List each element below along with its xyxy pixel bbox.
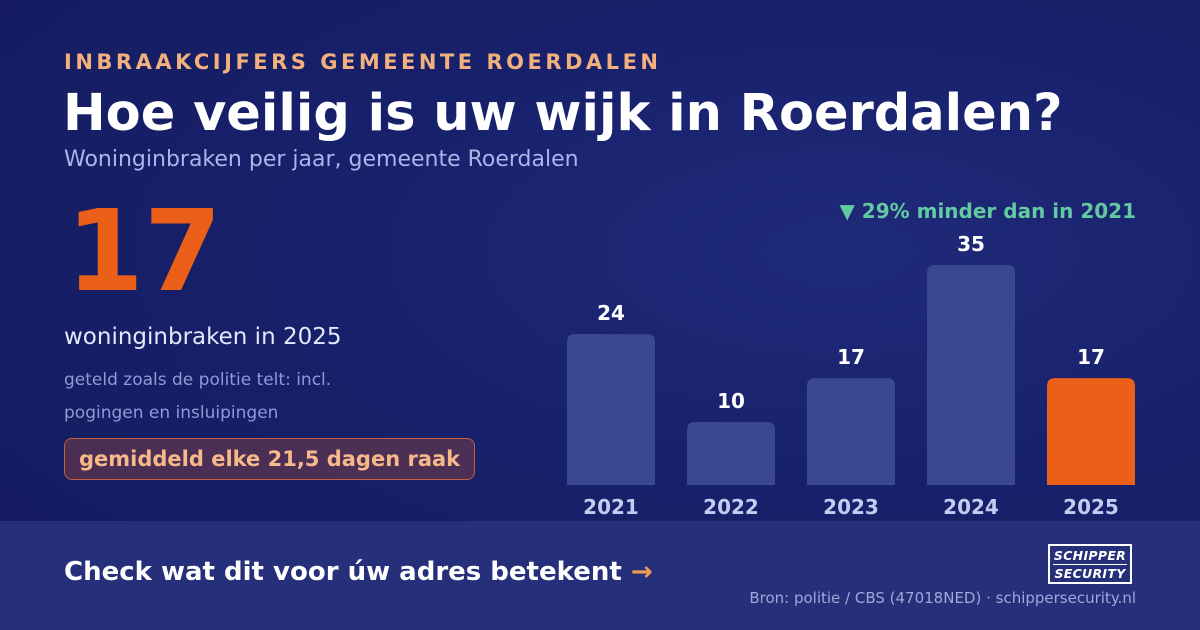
bar-2021	[567, 334, 655, 485]
tick-label-2022: 2022	[703, 495, 759, 519]
bar-2023	[807, 378, 895, 485]
frequency-badge: gemiddeld elke 21,5 dagen raak	[64, 438, 476, 480]
tick-label-2025: 2025	[1063, 495, 1119, 519]
bar-2024	[927, 265, 1015, 485]
tick-label-2024: 2024	[943, 495, 999, 519]
tick-label-2023: 2023	[823, 495, 879, 519]
data-label-2021: 24	[597, 301, 625, 325]
bar-2025	[1047, 378, 1135, 485]
logo-text-top: SCHIPPER	[1053, 548, 1127, 563]
bar-2022	[687, 422, 775, 485]
eyebrow-label: INBRAAKCIJFERS GEMEENTE ROERDALEN	[64, 50, 662, 74]
data-label-2024: 35	[957, 232, 985, 256]
logo-text-bottom: SECURITY	[1054, 566, 1126, 581]
data-label-2022: 10	[717, 389, 745, 413]
data-label-2023: 17	[837, 345, 865, 369]
brand-logo: SCHIPPER SECURITY	[1048, 544, 1132, 584]
cta-link[interactable]: Check wat dit voor úw adres betekent →	[64, 557, 653, 587]
change-indicator: ▼ 29% minder dan in 2021	[839, 199, 1136, 223]
data-label-2025: 17	[1077, 345, 1105, 369]
tick-label-2021: 2021	[583, 495, 639, 519]
logo-divider	[1053, 564, 1127, 565]
footer-bar	[0, 521, 1200, 630]
kpi-label: woninginbraken in 2025	[64, 324, 342, 350]
arrow-right-icon: →	[630, 557, 653, 587]
kpi-value: 17	[66, 187, 222, 317]
kpi-note: geteld zoals de politie telt: incl. pogi…	[64, 370, 332, 423]
page-title: Hoe veilig is uw wijk in Roerdalen?	[63, 84, 1063, 143]
source-note: Bron: politie / CBS (47018NED) · schippe…	[749, 589, 1136, 607]
page-subtitle: Woninginbraken per jaar, gemeente Roerda…	[64, 147, 579, 172]
cta-text: Check wat dit voor úw adres betekent	[64, 557, 622, 587]
